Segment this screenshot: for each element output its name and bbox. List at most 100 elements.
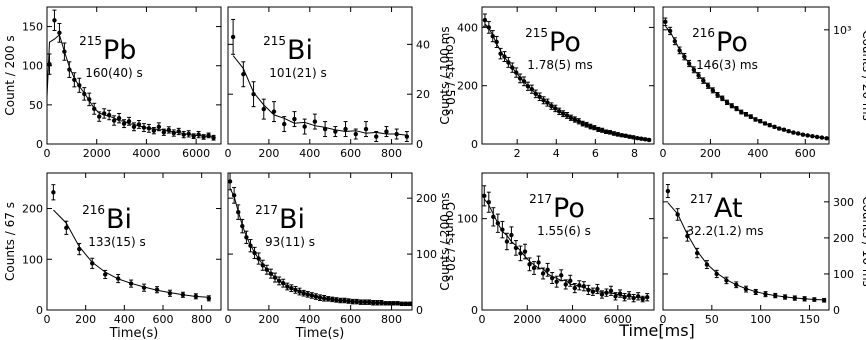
y-tick-label: 300 bbox=[833, 196, 854, 209]
data-point bbox=[384, 129, 389, 134]
isotope-element-symbol: At bbox=[714, 193, 743, 224]
y-tick-label: 400 bbox=[457, 21, 478, 34]
isotope-mass-number: 215 bbox=[525, 26, 548, 40]
x-tick-label: 6 bbox=[592, 147, 599, 160]
y-tick-label: 10³ bbox=[833, 24, 851, 37]
data-point bbox=[509, 232, 514, 238]
y-tick-label: 0 bbox=[416, 304, 423, 317]
panel-frame bbox=[481, 6, 655, 145]
y-tick-label: 0 bbox=[833, 304, 840, 317]
data-point bbox=[241, 72, 246, 77]
isotope-element-symbol: Bi bbox=[287, 35, 313, 66]
data-point bbox=[111, 118, 117, 123]
half-life-label: 93(11) s bbox=[265, 235, 315, 249]
y-tick-label: 40 bbox=[416, 38, 430, 51]
data-point bbox=[52, 18, 57, 23]
data-point bbox=[230, 34, 236, 40]
x-tick-label: 200 bbox=[75, 313, 96, 326]
half-life-label: 101(21) s bbox=[269, 66, 327, 80]
y-tick-label: 20 bbox=[416, 88, 430, 101]
data-point bbox=[522, 249, 528, 254]
isotope-mass-number: 216 bbox=[82, 203, 105, 217]
y-axis-label: Counts / 200 ms bbox=[438, 192, 452, 290]
fit-curve bbox=[483, 198, 648, 299]
y-tick-label: 200 bbox=[833, 232, 854, 245]
x-tick-label: 2000 bbox=[513, 313, 541, 326]
x-axis-label: Time(s) bbox=[295, 326, 345, 340]
isotope-element-symbol: Po bbox=[553, 193, 585, 224]
x-tick-label: 800 bbox=[191, 313, 212, 326]
isotope-element-symbol: Bi bbox=[279, 204, 305, 235]
x-tick-label: 0 bbox=[479, 313, 486, 326]
isotope-element-symbol: Po bbox=[716, 27, 748, 58]
data-point bbox=[572, 285, 577, 291]
x-tick-label: 150 bbox=[799, 313, 820, 326]
data-point bbox=[482, 193, 487, 199]
x-tick-label: 0 bbox=[660, 313, 667, 326]
y-tick-label: 0 bbox=[36, 138, 43, 151]
y-tick-label: 50 bbox=[29, 99, 43, 112]
x-tick-label: 2000 bbox=[83, 147, 111, 160]
half-life-label: 32.2(1.2) ms bbox=[687, 224, 764, 238]
x-axis-label: Time(s) bbox=[109, 326, 159, 340]
isotope-mass-number: 217 bbox=[255, 203, 278, 217]
data-point bbox=[363, 126, 369, 132]
panel-frame bbox=[662, 6, 830, 145]
y-axis-label: Counts / 10 ms bbox=[860, 196, 866, 287]
fit-curve bbox=[53, 209, 209, 298]
data-point bbox=[151, 128, 157, 133]
y-axis-label: Counts / 100 ms bbox=[438, 26, 452, 124]
half-life-label: 1.78(5) ms bbox=[527, 58, 592, 72]
data-point bbox=[663, 19, 668, 25]
data-point bbox=[504, 239, 510, 244]
y-tick-label: 150 bbox=[22, 21, 43, 34]
data-point bbox=[102, 272, 108, 277]
data-point bbox=[554, 279, 559, 284]
panel-frame bbox=[227, 6, 413, 145]
isotope-mass-number: 216 bbox=[692, 26, 715, 40]
half-life-label: 1.55(6) s bbox=[537, 224, 591, 238]
data-point bbox=[531, 265, 537, 271]
data-point bbox=[161, 130, 167, 135]
y-axis-label: Counts / 20 s bbox=[443, 202, 457, 281]
panel-bi217: 0 200 400 600 800 0 100 200 Counts / 20 s Time(s)… bbox=[225, 172, 457, 340]
data-point bbox=[821, 298, 827, 303]
x-tick-label: 200 bbox=[700, 147, 721, 160]
x-tick-label: 0 bbox=[660, 147, 667, 160]
data-point bbox=[540, 271, 546, 276]
isotope-element-symbol: Po bbox=[549, 27, 581, 58]
data-point bbox=[527, 262, 532, 267]
data-point bbox=[599, 292, 605, 297]
y-tick-label: 0 bbox=[36, 304, 43, 317]
y-tick-label: 0 bbox=[471, 138, 478, 151]
y-axis-label: Counts / 20 ms bbox=[860, 30, 866, 121]
data-point bbox=[353, 131, 358, 137]
y-tick-label: 100 bbox=[833, 268, 854, 281]
x-tick-label: 600 bbox=[340, 313, 361, 326]
data-point bbox=[595, 286, 600, 292]
x-tick-label: 800 bbox=[381, 313, 402, 326]
data-point bbox=[312, 119, 318, 124]
data-point bbox=[343, 126, 348, 132]
y-tick-label: 100 bbox=[22, 60, 43, 73]
isotope-mass-number: 215 bbox=[263, 34, 286, 48]
fit-curve bbox=[232, 55, 407, 136]
data-point bbox=[90, 261, 95, 266]
data-point bbox=[559, 273, 564, 278]
panel-pb215: 0 2000 4000 6000 0 50 100 150 Count / 200 s 215 Pb… bbox=[3, 6, 222, 160]
data-point bbox=[64, 225, 69, 230]
data-point bbox=[97, 114, 102, 119]
x-tick-label: 800 bbox=[381, 147, 402, 160]
data-point bbox=[116, 115, 122, 121]
data-point bbox=[271, 109, 277, 114]
data-point bbox=[51, 190, 56, 195]
data-point bbox=[536, 260, 541, 265]
fit-curve bbox=[665, 26, 827, 139]
shared-x-axis-label: Time[ms] bbox=[618, 321, 695, 340]
panel-frame bbox=[46, 6, 222, 145]
data-point bbox=[608, 288, 614, 294]
data-point bbox=[374, 134, 379, 139]
y-tick-label: 100 bbox=[457, 213, 478, 226]
